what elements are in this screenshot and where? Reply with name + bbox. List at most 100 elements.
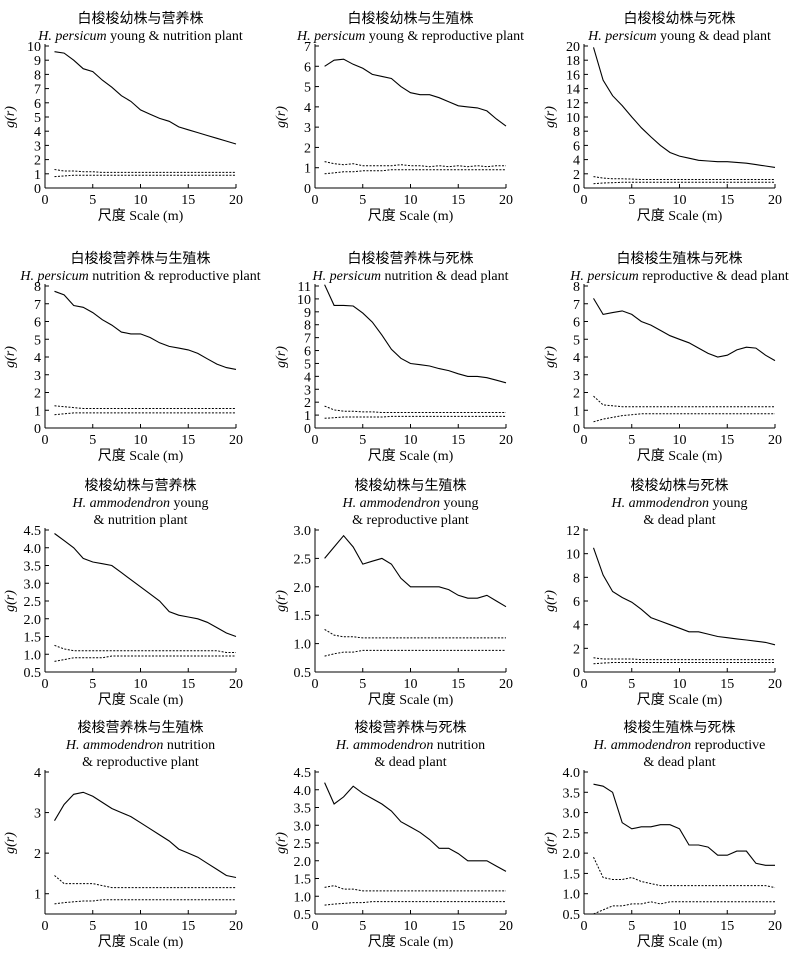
x-tick-label: 5	[89, 433, 96, 448]
series-envelope-line	[324, 628, 506, 639]
y-tick-label: 10	[566, 548, 580, 563]
y-tick-label: 0	[304, 422, 311, 437]
y-tick-label: 7	[34, 298, 41, 313]
y-tick-label: 2.0	[294, 855, 312, 870]
series-envelope-line	[324, 885, 506, 892]
x-tick-label: 10	[673, 677, 687, 692]
chart-title-en: H. ammodendron young	[72, 496, 209, 511]
x-tick-label: 20	[229, 677, 243, 692]
y-tick-label: 1.0	[294, 638, 312, 653]
y-tick-label: 2	[573, 642, 580, 657]
x-tick-label: 15	[720, 193, 734, 208]
x-axis-label: 尺度 Scale (m)	[98, 208, 184, 224]
chart-panel-9: 梭梭幼株与死株 H. ammodendron young & dead plant 0…	[543, 477, 782, 708]
y-tick-label: 1	[34, 404, 41, 419]
y-axis-label: g(r)	[3, 832, 18, 854]
x-tick-label: 15	[451, 919, 465, 934]
x-axis-label: 尺度 Scale (m)	[368, 208, 454, 224]
x-tick-label: 5	[628, 433, 635, 448]
x-tick-label: 10	[404, 433, 418, 448]
x-tick-label: 10	[673, 433, 687, 448]
x-tick-label: 15	[181, 677, 195, 692]
y-tick-label: 3	[34, 369, 41, 384]
y-tick-label: 12	[566, 97, 580, 112]
series-observed-line	[324, 284, 507, 384]
x-tick-label: 5	[89, 919, 96, 934]
x-tick-label: 5	[359, 919, 366, 934]
chart-title-cn: 梭梭营养株与生殖株	[78, 719, 204, 736]
y-tick-label: 6	[573, 139, 580, 154]
series-envelope-line	[54, 174, 236, 178]
x-tick-label: 0	[42, 433, 49, 448]
series-observed-line	[324, 58, 507, 127]
y-tick-label: 6	[34, 97, 41, 112]
series-envelope-line	[324, 405, 506, 413]
series-envelope-line	[593, 856, 776, 889]
chart-title-en: & dead plant	[643, 755, 715, 770]
x-tick-label: 0	[312, 193, 319, 208]
y-tick-label: 2.0	[24, 613, 42, 628]
y-tick-label: 6	[304, 345, 311, 360]
x-tick-label: 10	[404, 919, 418, 934]
y-tick-label: 1.0	[563, 888, 581, 903]
y-tick-label: 3.0	[563, 807, 581, 822]
chart-title-en: H. persicum nutrition & reproductive pla…	[19, 269, 260, 284]
y-axis-label: g(r)	[543, 590, 558, 612]
x-axis-label: 尺度 Scale (m)	[637, 692, 723, 708]
y-tick-label: 0.5	[294, 666, 312, 681]
series-envelope-line	[54, 412, 236, 416]
y-tick-label: 18	[566, 54, 580, 69]
x-tick-label: 15	[451, 677, 465, 692]
y-tick-label: 8	[573, 280, 580, 295]
x-axis-label: 尺度 Scale (m)	[98, 692, 184, 708]
y-tick-label: 4	[573, 351, 580, 366]
y-tick-label: 2	[304, 396, 311, 411]
y-tick-label: 8	[34, 68, 41, 83]
y-tick-label: 0.5	[24, 666, 42, 681]
series-envelope-line	[593, 413, 775, 423]
y-tick-label: 8	[573, 571, 580, 586]
chart-title-cn: 白梭梭营养株与死株	[348, 250, 474, 267]
series-envelope-line	[324, 169, 506, 175]
y-tick-label: 9	[304, 306, 311, 321]
y-tick-label: 9	[34, 54, 41, 69]
y-tick-label: 4	[304, 370, 311, 385]
x-tick-label: 20	[229, 193, 243, 208]
y-tick-label: 5	[304, 81, 311, 96]
chart-title-en: H. ammodendron reproductive	[593, 738, 766, 753]
x-tick-label: 5	[628, 677, 635, 692]
y-axis-label: g(r)	[3, 346, 18, 368]
series-observed-line	[54, 791, 237, 879]
series-envelope-line	[54, 655, 236, 662]
chart-title-cn: 梭梭幼株与生殖株	[355, 477, 467, 494]
y-tick-label: 0.5	[294, 908, 312, 923]
x-tick-label: 0	[42, 919, 49, 934]
x-tick-label: 5	[359, 677, 366, 692]
y-axis-label: g(r)	[3, 590, 18, 612]
x-tick-label: 5	[628, 193, 635, 208]
x-tick-label: 15	[720, 919, 734, 934]
series-envelope-line	[324, 415, 506, 419]
x-tick-label: 0	[581, 919, 588, 934]
series-envelope-line	[324, 161, 506, 168]
x-tick-label: 5	[359, 193, 366, 208]
x-tick-label: 20	[499, 193, 513, 208]
x-tick-label: 15	[451, 193, 465, 208]
chart-panel-4: 白梭梭营养株与生殖株 H. persicum nutrition & reprod…	[3, 250, 261, 464]
y-tick-label: 2	[34, 847, 41, 862]
series-envelope-line	[593, 176, 775, 180]
chart-panel-12: 梭梭生殖株与死株 H. ammodendron reproductive & dea…	[543, 719, 782, 950]
y-tick-label: 2	[304, 141, 311, 156]
chart-title-cn: 梭梭营养株与死株	[355, 719, 467, 736]
series-envelope-line	[54, 169, 236, 173]
x-tick-label: 15	[720, 433, 734, 448]
y-tick-label: 3	[304, 383, 311, 398]
y-tick-label: 5	[573, 333, 580, 348]
x-tick-label: 0	[581, 677, 588, 692]
x-tick-label: 20	[229, 919, 243, 934]
y-tick-label: 10	[566, 111, 580, 126]
x-axis-label: 尺度 Scale (m)	[98, 934, 184, 950]
series-envelope-line	[593, 181, 775, 185]
y-tick-label: 4	[34, 766, 41, 781]
